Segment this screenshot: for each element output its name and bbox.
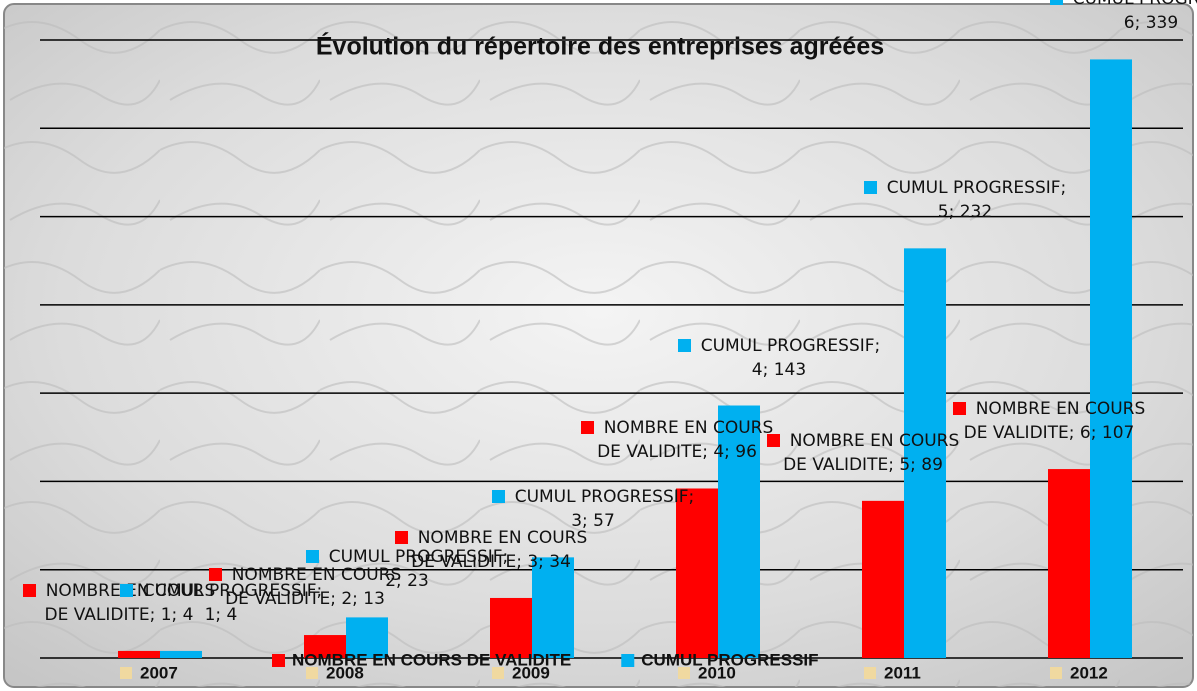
data-label-value: NOMBRE EN COURS DE VALIDITE; 3; 34 bbox=[411, 527, 588, 572]
data-label: NOMBRE EN COURS DE VALIDITE; 6; 107 bbox=[939, 397, 1159, 445]
data-label: NOMBRE EN COURS DE VALIDITE; 3; 34 bbox=[381, 526, 601, 574]
data-label-value: CUMUL PROGRESSIF; 4; 143 bbox=[700, 335, 881, 380]
bar bbox=[118, 650, 160, 658]
legend-key bbox=[208, 568, 222, 582]
data-label-text: NOMBRE EN COURS DE VALIDITE; 3; 34 bbox=[381, 526, 601, 574]
data-label-value: CUMUL PROGRESSIF; 2; 23 bbox=[328, 547, 509, 592]
data-label: NOMBRE EN COURS DE VALIDITE; 2; 13 bbox=[195, 563, 415, 611]
legend-key bbox=[766, 433, 780, 447]
legend-key bbox=[491, 490, 505, 504]
data-label: NOMBRE EN COURS DE VALIDITE; 4; 96 bbox=[567, 416, 787, 464]
bar bbox=[160, 650, 202, 658]
x-tick-label: 2009 bbox=[512, 663, 550, 682]
bar bbox=[346, 617, 388, 658]
data-label-value: CUMUL PROGRESSIF; 5; 232 bbox=[886, 178, 1067, 223]
data-label-text: CUMUL PROGRESSIF; 3; 57 bbox=[483, 485, 703, 533]
legend-key bbox=[863, 181, 877, 195]
x-tick-label: 2008 bbox=[326, 663, 364, 682]
legend-key bbox=[394, 530, 408, 544]
legend-label: CUMUL PROGRESSIF bbox=[641, 650, 818, 669]
data-label-text: CUMUL PROGRESSIF; 1; 4 bbox=[111, 579, 331, 627]
bar bbox=[1048, 469, 1090, 658]
legend-key bbox=[580, 421, 594, 435]
legend-key bbox=[677, 338, 691, 352]
chart-title: Évolution du répertoire des entreprises … bbox=[316, 32, 884, 61]
category-key bbox=[678, 667, 690, 679]
x-tick-label: 2011 bbox=[884, 663, 921, 682]
data-label-text: CUMUL PROGRESSIF; 6; 339 bbox=[1041, 0, 1197, 35]
legend-key bbox=[952, 402, 966, 416]
bar bbox=[862, 500, 904, 658]
data-label: CUMUL PROGRESSIF; 4; 143 bbox=[669, 334, 889, 382]
data-label-value: CUMUL PROGRESSIF; 6; 339 bbox=[1073, 0, 1197, 34]
category-key bbox=[864, 667, 876, 679]
data-label: CUMUL PROGRESSIF; 1; 4 bbox=[111, 579, 331, 627]
bar bbox=[676, 488, 718, 658]
data-label-value: CUMUL PROGRESSIF; 3; 57 bbox=[514, 487, 695, 532]
data-label-text: CUMUL PROGRESSIF; 4; 143 bbox=[669, 334, 889, 382]
category-key bbox=[120, 667, 132, 679]
bar bbox=[490, 597, 532, 658]
data-label-text: NOMBRE EN COURS DE VALIDITE; 5; 89 bbox=[753, 429, 973, 477]
data-label-value: CUMUL PROGRESSIF; 1; 4 bbox=[142, 580, 323, 625]
category-key bbox=[306, 667, 318, 679]
bar bbox=[532, 557, 574, 658]
category-key bbox=[492, 667, 504, 679]
data-label: CUMUL PROGRESSIF; 3; 57 bbox=[483, 485, 703, 533]
data-label-text: CUMUL PROGRESSIF; 5; 232 bbox=[855, 176, 1075, 224]
category-key bbox=[1050, 667, 1062, 679]
x-tick-label: 2007 bbox=[140, 663, 178, 682]
data-label: CUMUL PROGRESSIF; 2; 23 bbox=[297, 545, 517, 593]
bar bbox=[1090, 59, 1132, 659]
data-label-text: NOMBRE EN COURS DE VALIDITE; 4; 96 bbox=[567, 416, 787, 464]
data-label-text: NOMBRE EN COURS DE VALIDITE; 2; 13 bbox=[195, 563, 415, 611]
legend-key bbox=[22, 583, 36, 597]
data-label-value: NOMBRE EN COURS DE VALIDITE; 2; 13 bbox=[225, 565, 402, 610]
legend-key bbox=[272, 654, 285, 667]
legend-label: NOMBRE EN COURS DE VALIDITE bbox=[292, 650, 571, 669]
legend-key bbox=[621, 654, 635, 667]
bar bbox=[718, 405, 760, 658]
bar bbox=[904, 248, 946, 658]
data-label-value: NOMBRE EN COURS DE VALIDITE; 4; 96 bbox=[597, 418, 774, 463]
legend-key bbox=[1049, 0, 1063, 6]
data-label: NOMBRE EN COURS DE VALIDITE; 5; 89 bbox=[753, 429, 973, 477]
data-label-value: NOMBRE EN COURS DE VALIDITE; 6; 107 bbox=[963, 399, 1146, 444]
bar bbox=[304, 635, 346, 658]
legend-key bbox=[305, 550, 319, 564]
data-label-value: NOMBRE EN COURS DE VALIDITE; 5; 89 bbox=[783, 430, 960, 475]
legend-key bbox=[119, 583, 133, 597]
x-tick-label: 2010 bbox=[698, 663, 736, 682]
data-label: CUMUL PROGRESSIF; 6; 339 bbox=[1041, 0, 1197, 35]
data-label-text: NOMBRE EN COURS DE VALIDITE; 6; 107 bbox=[939, 397, 1159, 445]
x-tick-label: 2012 bbox=[1070, 663, 1108, 682]
data-label-text: CUMUL PROGRESSIF; 2; 23 bbox=[297, 545, 517, 593]
data-label: CUMUL PROGRESSIF; 5; 232 bbox=[855, 176, 1075, 224]
